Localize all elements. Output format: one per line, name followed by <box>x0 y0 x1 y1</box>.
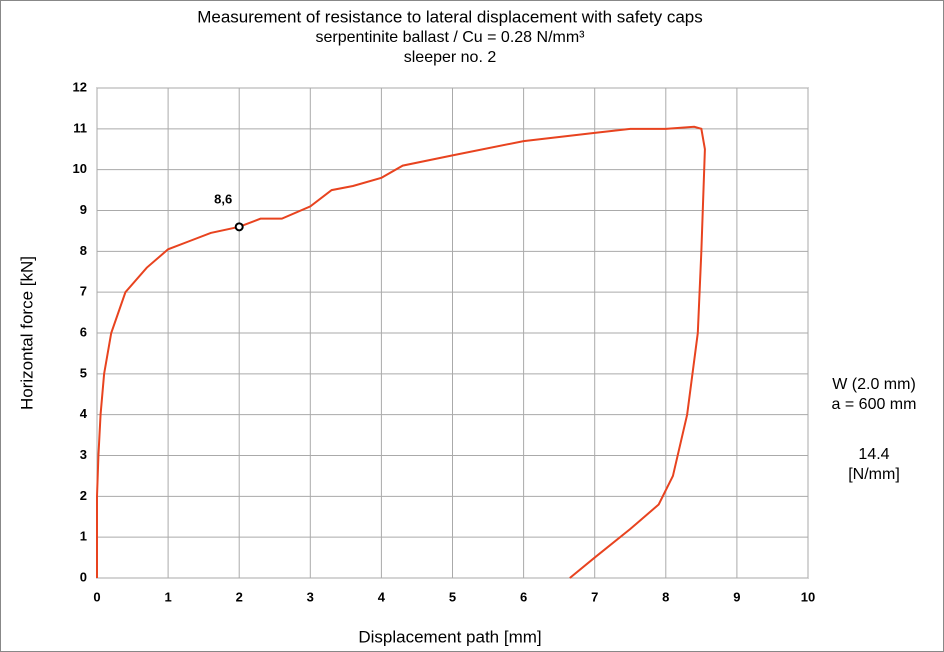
side-note: 14.4 <box>858 446 889 463</box>
chart-subtitle: sleeper no. 2 <box>404 49 497 66</box>
y-tick-label: 2 <box>80 488 87 503</box>
x-tick-label: 9 <box>733 589 740 604</box>
x-tick-label: 0 <box>93 589 100 604</box>
side-note: W (2.0 mm) <box>832 376 916 393</box>
y-tick-label: 8 <box>80 243 87 258</box>
x-tick-label: 2 <box>236 589 243 604</box>
y-tick-label: 1 <box>80 529 87 544</box>
x-tick-label: 10 <box>801 589 815 604</box>
x-tick-label: 1 <box>164 589 171 604</box>
x-tick-label: 5 <box>449 589 456 604</box>
data-line <box>96 125 706 579</box>
x-tick-label: 7 <box>591 589 598 604</box>
x-tick-label: 4 <box>378 589 386 604</box>
y-tick-label: 10 <box>73 161 87 176</box>
chart-title: Measurement of resistance to lateral dis… <box>197 7 703 26</box>
y-tick-label: 7 <box>80 284 87 299</box>
y-tick-label: 12 <box>73 79 87 94</box>
x-axis-label: Displacement path [mm] <box>358 627 541 646</box>
x-tick-label: 8 <box>662 589 669 604</box>
y-tick-label: 11 <box>73 120 87 135</box>
y-tick-label: 0 <box>80 569 87 584</box>
y-tick-label: 3 <box>80 447 87 462</box>
y-tick-label: 4 <box>80 406 88 421</box>
side-note: a = 600 mm <box>832 396 917 413</box>
x-tick-label: 6 <box>520 589 527 604</box>
y-tick-label: 9 <box>80 202 87 217</box>
x-tick-label: 3 <box>307 589 314 604</box>
y-axis-label: Horizontal force [kN] <box>17 256 36 410</box>
y-tick-label: 6 <box>80 324 87 339</box>
annotation-point <box>234 222 244 232</box>
chart-subtitle: serpentinite ballast / Cu = 0.28 N/mm³ <box>315 29 585 46</box>
annotation-label: 8,6 <box>214 191 232 206</box>
y-tick-label: 5 <box>80 365 87 380</box>
side-note: [N/mm] <box>848 466 900 483</box>
